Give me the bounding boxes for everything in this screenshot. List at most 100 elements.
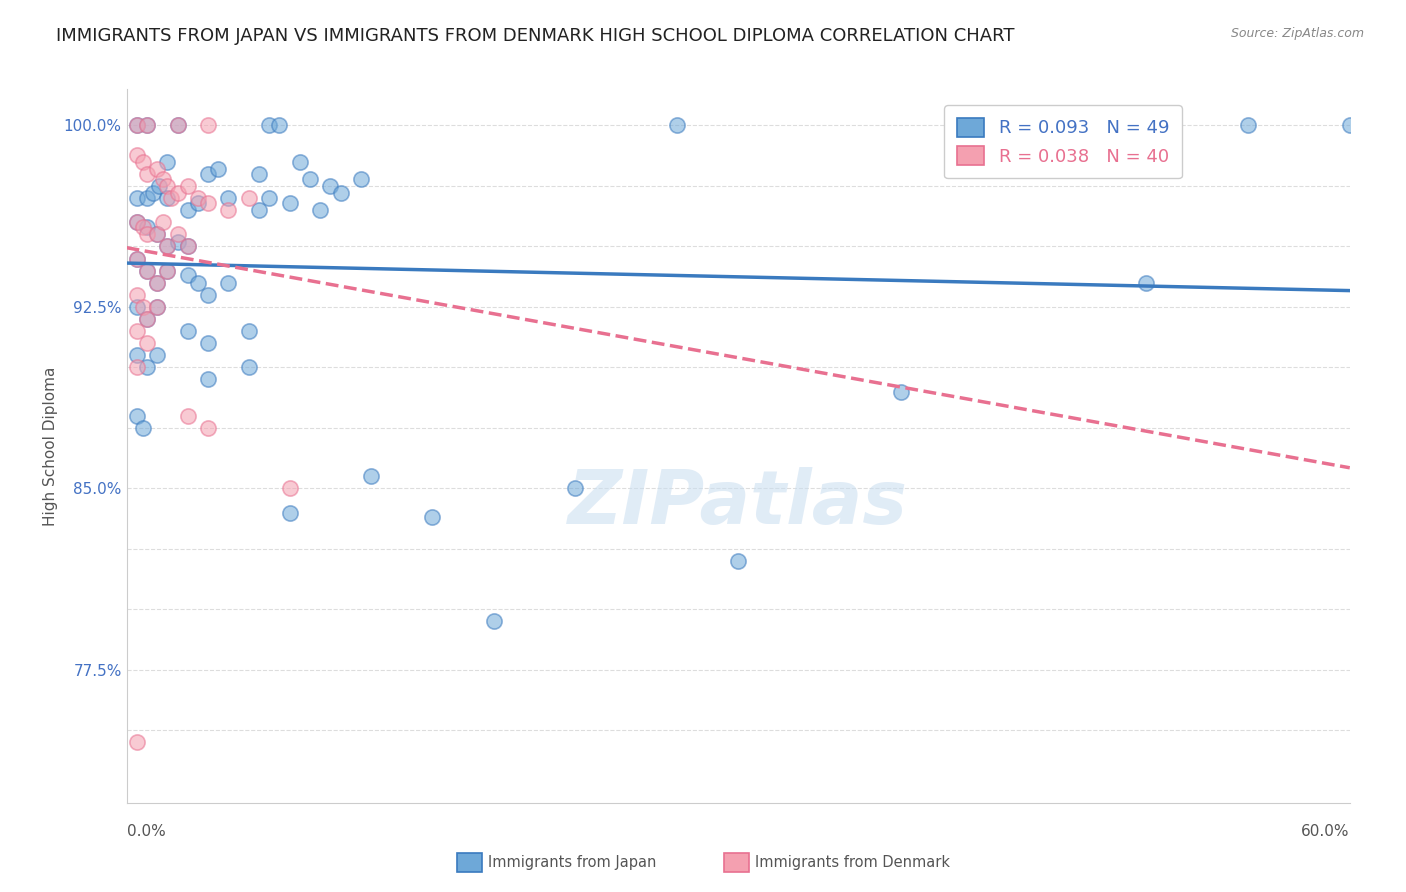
Point [125, 215, 148, 229]
Point [247, 203, 270, 218]
Text: Immigrants from Japan: Immigrants from Japan [488, 855, 657, 870]
Text: 0.0%: 0.0% [127, 824, 166, 839]
Point [197, 372, 219, 386]
Point [146, 276, 169, 290]
Point [177, 409, 200, 423]
Point [217, 203, 239, 218]
Point [238, 191, 260, 205]
Point [187, 276, 209, 290]
Point [197, 195, 219, 210]
Point [132, 421, 155, 435]
Point [125, 191, 148, 205]
Legend: R = 0.093   N = 49, R = 0.038   N = 40: R = 0.093 N = 49, R = 0.038 N = 40 [945, 105, 1181, 178]
Point [135, 191, 157, 205]
Point [135, 263, 157, 277]
Point [135, 167, 157, 181]
Point [156, 178, 179, 193]
Point [135, 119, 157, 133]
Point [177, 178, 200, 193]
Point [125, 409, 148, 423]
Point [197, 167, 219, 181]
Point [146, 348, 169, 362]
Point [177, 203, 200, 218]
Point [197, 288, 219, 302]
Point [125, 300, 148, 314]
Point [319, 178, 342, 193]
Point [166, 235, 188, 249]
Point [350, 171, 373, 186]
Point [482, 615, 505, 629]
Point [197, 336, 219, 351]
Point [146, 161, 169, 176]
Point [666, 119, 689, 133]
Point [135, 336, 157, 351]
Point [288, 154, 311, 169]
Point [125, 119, 148, 133]
Point [125, 147, 148, 161]
Point [299, 171, 322, 186]
Point [125, 119, 148, 133]
Point [125, 360, 148, 375]
Point [125, 252, 148, 266]
Point [135, 312, 157, 326]
Point [309, 203, 332, 218]
Point [278, 481, 301, 495]
Point [890, 384, 912, 399]
Point [156, 191, 179, 205]
Point [278, 195, 301, 210]
Point [259, 191, 281, 205]
Point [132, 154, 155, 169]
Point [217, 276, 239, 290]
Point [727, 554, 749, 568]
Point [1135, 276, 1157, 290]
Point [166, 186, 188, 201]
Point [156, 263, 179, 277]
Text: Source: ZipAtlas.com: Source: ZipAtlas.com [1230, 27, 1364, 40]
Point [259, 119, 281, 133]
Point [247, 167, 270, 181]
Point [146, 300, 169, 314]
Point [132, 220, 155, 235]
Point [187, 195, 209, 210]
Point [422, 510, 444, 524]
Point [135, 263, 157, 277]
Text: IMMIGRANTS FROM JAPAN VS IMMIGRANTS FROM DENMARK HIGH SCHOOL DIPLOMA CORRELATION: IMMIGRANTS FROM JAPAN VS IMMIGRANTS FROM… [56, 27, 1015, 45]
Point [1339, 119, 1361, 133]
Point [166, 119, 188, 133]
Point [329, 186, 352, 201]
Point [135, 119, 157, 133]
Point [238, 360, 260, 375]
Text: ZIPatlas: ZIPatlas [568, 467, 908, 540]
Point [160, 191, 183, 205]
Point [278, 506, 301, 520]
Point [125, 252, 148, 266]
Point [156, 239, 179, 253]
Point [177, 239, 200, 253]
Point [135, 227, 157, 242]
Point [197, 421, 219, 435]
Point [135, 220, 157, 235]
Point [360, 469, 382, 483]
Point [125, 735, 148, 749]
Point [125, 348, 148, 362]
Text: Immigrants from Denmark: Immigrants from Denmark [755, 855, 950, 870]
Point [135, 360, 157, 375]
Y-axis label: High School Diploma: High School Diploma [44, 367, 58, 525]
Point [238, 324, 260, 338]
Point [197, 119, 219, 133]
Point [148, 178, 170, 193]
Point [166, 227, 188, 242]
Point [125, 324, 148, 338]
Point [156, 239, 179, 253]
Point [187, 191, 209, 205]
Point [125, 215, 148, 229]
Point [564, 481, 586, 495]
Point [146, 227, 169, 242]
Point [152, 215, 174, 229]
Point [156, 263, 179, 277]
Point [269, 119, 291, 133]
Point [166, 119, 188, 133]
Point [177, 239, 200, 253]
Point [142, 186, 165, 201]
Point [1237, 119, 1260, 133]
